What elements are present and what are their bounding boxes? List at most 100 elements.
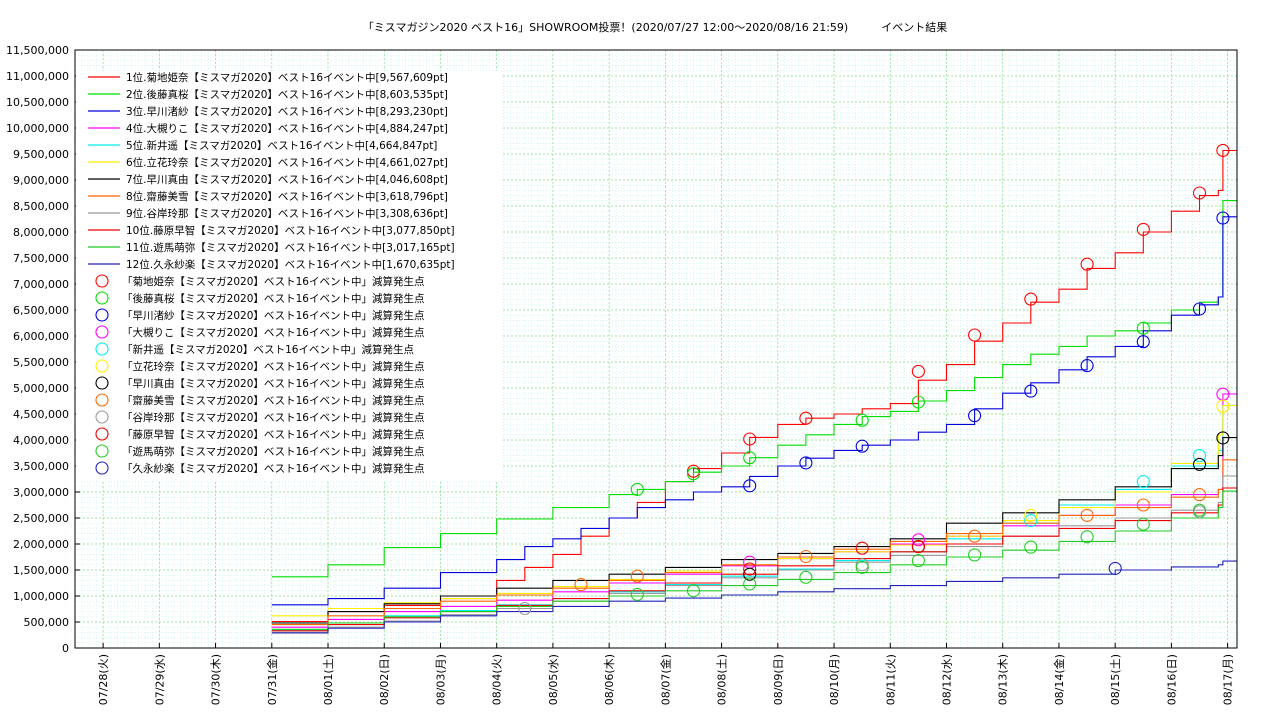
decrement-marker-7 bbox=[743, 567, 757, 581]
series-line-3 bbox=[271, 216, 1237, 606]
legend-marker-swatch bbox=[95, 342, 109, 356]
series-layer bbox=[271, 143, 1237, 634]
series-line-2 bbox=[271, 200, 1237, 578]
legend-entry: 8位.齋藤美雪【ミスマガ2020】ベスト16イベント中[3,618,796pt] bbox=[126, 190, 448, 203]
legend-entry: 「立花玲奈【ミスマガ2020】ベスト16イベント中」減算発生点 bbox=[122, 360, 424, 373]
decrement-marker-1 bbox=[743, 432, 757, 446]
decrement-marker-5 bbox=[1136, 475, 1150, 489]
y-tick-label: 2,000,000 bbox=[13, 538, 69, 551]
legend-entry: 6位.立花玲奈【ミスマガ2020】ベスト16イベント中[4,661,027pt] bbox=[126, 156, 448, 169]
x-tick-label: 08/15(土) bbox=[1109, 654, 1122, 705]
series-line-9 bbox=[271, 475, 1237, 633]
decrement-marker-3 bbox=[968, 409, 982, 423]
legend-entry: 12位.久永紗楽【ミスマガ2020】ベスト16イベント中[1,670,635pt… bbox=[126, 258, 455, 271]
series-line-7 bbox=[271, 437, 1237, 624]
legend-marker-swatch bbox=[95, 325, 109, 339]
legend-entry: 10位.藤原早智【ミスマガ2020】ベスト16イベント中[3,077,850pt… bbox=[126, 224, 455, 237]
plot-border bbox=[74, 49, 1238, 649]
decrement-marker-3 bbox=[1136, 335, 1150, 349]
decrement-marker-1 bbox=[1216, 143, 1230, 157]
decrement-marker-8 bbox=[630, 569, 644, 583]
series-line-12 bbox=[271, 560, 1237, 634]
decrement-marker-3 bbox=[799, 456, 813, 470]
decrement-marker-10 bbox=[743, 562, 757, 576]
decrement-marker-11 bbox=[855, 560, 869, 574]
decrement-marker-2 bbox=[743, 451, 757, 465]
y-tick-label: 9,000,000 bbox=[13, 174, 69, 187]
legend-marker-swatch bbox=[95, 393, 109, 407]
legend-entry: 「新井遥【ミスマガ2020】ベスト16イベント中」減算発生点 bbox=[122, 343, 414, 356]
y-tick-label: 7,000,000 bbox=[13, 278, 69, 291]
y-tick-label: 11,000,000 bbox=[6, 70, 69, 83]
y-tick-label: 5,500,000 bbox=[13, 356, 69, 369]
x-tick-label: 07/28(火) bbox=[97, 654, 110, 705]
x-tick-label: 08/14(金) bbox=[1052, 654, 1066, 705]
legend-entry: 「谷岸玲那【ミスマガ2020】ベスト16イベント中」減算発生点 bbox=[122, 411, 424, 424]
decrement-marker-8 bbox=[1080, 508, 1094, 522]
decrement-marker-7 bbox=[1192, 457, 1207, 471]
x-tick-label: 08/13(木) bbox=[997, 654, 1010, 705]
decrement-marker-6 bbox=[1024, 508, 1038, 522]
x-tick-label: 08/06(木) bbox=[603, 654, 616, 705]
decrement-marker-11 bbox=[1192, 503, 1207, 517]
decrement-marker-8 bbox=[968, 529, 982, 543]
decrement-marker-11 bbox=[1024, 540, 1038, 554]
decrement-marker-11 bbox=[911, 554, 925, 568]
legend-entry: 「菊地姫奈【ミスマガ2020】ベスト16イベント中」減算発生点 bbox=[122, 275, 424, 288]
legend-marker-swatch bbox=[95, 427, 109, 441]
x-tick-label: 07/30(木) bbox=[210, 654, 223, 705]
x-tick-label: 08/11(火) bbox=[884, 654, 897, 705]
legend-marker-swatch bbox=[95, 291, 109, 305]
legend-entry: 11位.遊馬萌弥【ミスマガ2020】ベスト16イベント中[3,017,165pt… bbox=[126, 241, 455, 254]
y-tick-label: 2,500,000 bbox=[13, 512, 69, 525]
x-tick-label: 08/02(日) bbox=[378, 654, 391, 705]
legend-entry: 「久永紗楽【ミスマガ2020】ベスト16イベント中」減算発生点 bbox=[122, 462, 424, 475]
legend-marker-swatch bbox=[95, 410, 109, 424]
legend-marker-swatch bbox=[95, 444, 109, 458]
x-tick-label: 08/12(水) bbox=[941, 654, 954, 705]
y-tick-label: 10,000,000 bbox=[6, 122, 69, 135]
decrement-marker-2 bbox=[855, 413, 869, 427]
decrement-marker-3 bbox=[1192, 302, 1207, 316]
decrement-marker-3 bbox=[1024, 384, 1038, 398]
series-line-8 bbox=[271, 459, 1237, 626]
y-tick-label: 9,500,000 bbox=[13, 148, 69, 161]
decrement-marker-1 bbox=[911, 364, 925, 378]
decrement-marker-3 bbox=[743, 479, 757, 493]
decrement-marker-1 bbox=[1080, 257, 1094, 271]
y-tick-label: 11,500,000 bbox=[6, 44, 69, 57]
decrement-marker-11 bbox=[968, 548, 982, 562]
decrement-marker-2 bbox=[911, 395, 925, 409]
y-tick-label: 500,000 bbox=[24, 616, 70, 629]
legend: 1位.菊地姫奈【ミスマガ2020】ベスト16イベント中[9,567,609pt]… bbox=[76, 71, 503, 481]
series-line-11 bbox=[271, 490, 1237, 630]
y-tick-label: 6,500,000 bbox=[13, 304, 69, 317]
y-tick-label: 1,000,000 bbox=[13, 590, 69, 603]
legend-entry: 7位.早川真由【ミスマガ2020】ベスト16イベント中[4,046,608pt] bbox=[126, 173, 448, 186]
y-tick-label: 4,500,000 bbox=[13, 408, 69, 421]
legend-entry: 3位.早川渚紗【ミスマガ2020】ベスト16イベント中[8,293,230pt] bbox=[126, 105, 448, 118]
legend-entry: 「藤原早智【ミスマガ2020】ベスト16イベント中」減算発生点 bbox=[122, 428, 424, 441]
y-tick-label: 4,000,000 bbox=[13, 434, 69, 447]
legend-marker-swatch bbox=[95, 359, 109, 373]
decrement-marker-8 bbox=[799, 549, 813, 564]
legend-marker-swatch bbox=[95, 376, 109, 390]
x-tick-label: 08/16(日) bbox=[1165, 654, 1178, 705]
series-line-6 bbox=[271, 405, 1237, 617]
legend-entry: 「大槻りこ【ミスマガ2020】ベスト16イベント中」減算発生点 bbox=[122, 326, 424, 339]
x-tick-label: 07/29(水) bbox=[153, 654, 166, 705]
x-tick-label: 08/08(土) bbox=[716, 654, 729, 705]
decrement-marker-3 bbox=[1080, 359, 1094, 373]
decrement-marker-1 bbox=[1024, 292, 1038, 306]
legend-entry: 5位.新井遥【ミスマガ2020】ベスト16イベント中[4,664,847pt] bbox=[126, 139, 437, 152]
x-tick-label: 08/03(月) bbox=[434, 654, 447, 705]
decrement-marker-1 bbox=[1136, 222, 1150, 236]
y-tick-label: 0 bbox=[62, 642, 69, 655]
decrement-marker-2 bbox=[1136, 321, 1150, 335]
decrement-marker-11 bbox=[686, 584, 701, 598]
y-tick-label: 8,500,000 bbox=[13, 200, 69, 213]
decrement-marker-1 bbox=[799, 411, 813, 425]
x-tick-label: 08/05(水) bbox=[547, 654, 560, 705]
